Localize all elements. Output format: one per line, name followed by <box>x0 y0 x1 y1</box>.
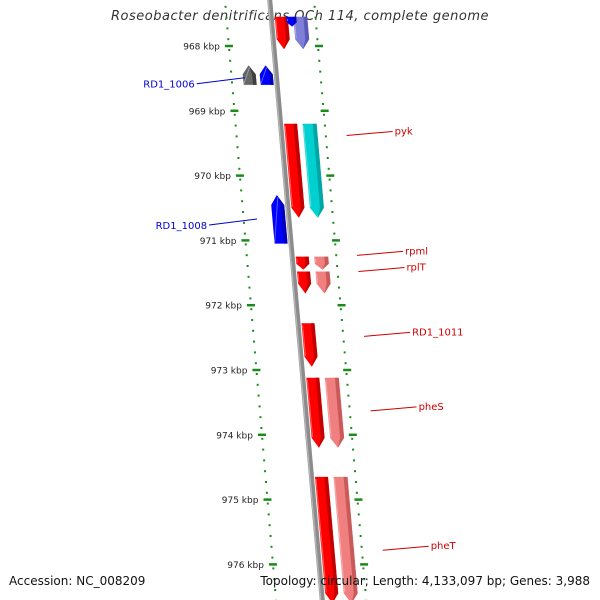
label-leader <box>382 545 429 551</box>
gene-arrow <box>284 123 305 218</box>
gene-arrow-shade <box>322 256 329 270</box>
gene-arrow-shade <box>324 476 339 600</box>
genome-backbone <box>267 0 325 600</box>
tick-label: 972 kbp <box>205 302 242 312</box>
gene-label: RD1_1006 <box>143 80 194 91</box>
label-leader <box>370 406 417 412</box>
gene-arrow-highlight <box>260 67 267 85</box>
gene-label: RD1_1008 <box>156 221 207 232</box>
gene-arrow-shade <box>248 65 257 85</box>
gene-arrow-shade <box>310 323 318 367</box>
gene-arrow-shade <box>303 256 310 270</box>
gene-label: pheS <box>419 402 444 413</box>
gene-label: pyk <box>395 126 413 137</box>
tick-label: 973 kbp <box>211 367 248 377</box>
gene-arrow-shade <box>324 271 331 294</box>
genome-summary-text: Topology: circular; Length: 4,133,097 bp… <box>260 574 590 588</box>
tick-label: 969 kbp <box>189 107 226 117</box>
gene-label: rpml <box>405 246 428 257</box>
gene-arrow-shade <box>292 16 297 27</box>
gene-arrow-highlight <box>333 478 346 593</box>
gene-arrow-highlight <box>296 258 298 263</box>
gene-arrow-highlight <box>274 197 279 243</box>
tick-label: 976 kbp <box>227 561 264 571</box>
label-leader <box>358 267 405 273</box>
label-leader <box>364 331 411 337</box>
gene-arrow-shade <box>343 476 358 600</box>
gene-arrow-shade <box>334 377 345 448</box>
genome-backbone-highlight <box>267 0 322 600</box>
gene-arrow-shade <box>305 271 312 294</box>
gene-label: rplT <box>406 263 426 274</box>
gene-arrow-shade <box>293 123 305 218</box>
accession-text: Accession: NC_008209 <box>9 574 146 588</box>
tick-label: 971 kbp <box>200 237 237 247</box>
label-leader <box>196 77 245 85</box>
gene-arrow-highlight <box>275 18 279 39</box>
gene-arrow-highlight <box>315 478 327 593</box>
label-leader <box>346 130 393 136</box>
gene-arrow-highlight <box>243 67 250 85</box>
gene-arrow-highlight <box>302 325 306 356</box>
gene-arrow-highlight <box>306 379 314 437</box>
gene-arrow-shade <box>303 16 310 50</box>
gene-arrow-highlight <box>297 273 300 283</box>
tick-label: 975 kbp <box>222 496 259 506</box>
gene-arrow-shade <box>315 377 325 448</box>
gene-arrow-shade <box>265 65 274 85</box>
gene-arrow-highlight <box>325 379 332 437</box>
label-leader <box>209 218 258 226</box>
gene-arrow-highlight <box>316 273 319 283</box>
gene-arrow-shade <box>276 195 288 244</box>
tick-label: 970 kbp <box>194 172 231 182</box>
tick-label: 974 kbp <box>216 431 253 441</box>
gene-arrow-shade <box>284 16 290 50</box>
gene-arrow-shade <box>312 123 324 218</box>
map-title: Roseobacter denitrificans OCh 114, compl… <box>111 9 489 24</box>
gene-arrow-highlight <box>314 258 317 263</box>
label-leader <box>356 250 404 256</box>
gene-label: pheT <box>431 541 457 552</box>
gene-arrow-highlight <box>303 125 312 207</box>
gene-label: RD1_1011 <box>412 327 463 338</box>
gene-arrow-highlight <box>284 125 293 207</box>
tick-label: 968 kbp <box>183 43 220 53</box>
